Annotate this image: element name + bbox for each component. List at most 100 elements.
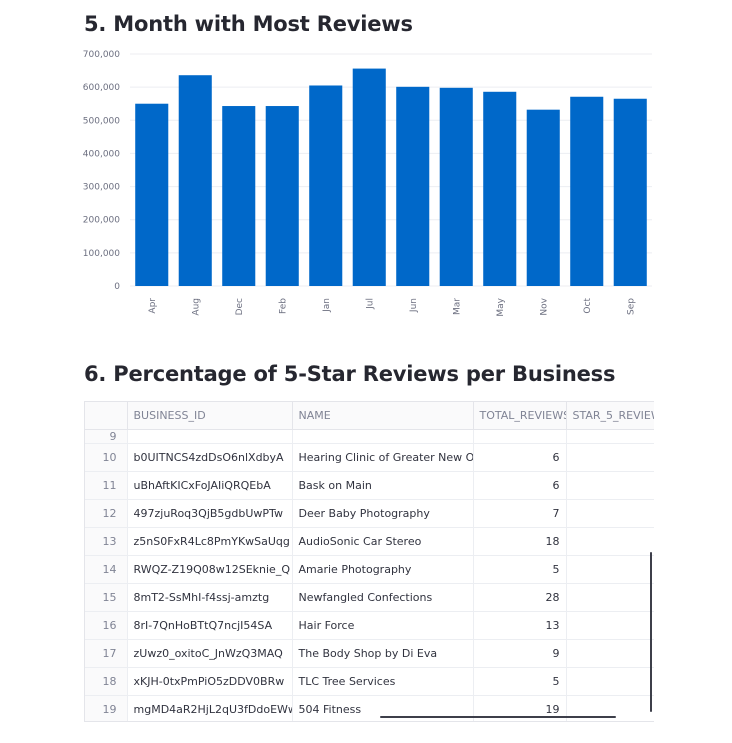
cell-name[interactable]: Hair Force	[292, 611, 474, 640]
bar[interactable]	[309, 85, 343, 286]
cell-star5-reviews[interactable]: 19	[566, 695, 654, 721]
bar[interactable]	[613, 98, 647, 286]
cell-total-reviews[interactable]: 6	[473, 471, 567, 500]
column-header-star5-reviews[interactable]: STAR_5_REVIEWS	[566, 402, 654, 430]
cell-star5-reviews[interactable]	[566, 429, 654, 444]
table-title: 6. Percentage of 5-Star Reviews per Busi…	[84, 362, 616, 386]
table-row[interactable]: 14 RWQZ-Z19Q08w12SEknie_Q Amarie Photograp…	[85, 555, 654, 584]
cell-business-id[interactable]: uBhAftKICxFoJAIiQRQEbA	[127, 471, 293, 500]
table-row[interactable]: 10 b0UITNCS4zdDsO6nlXdbyA Hearing Clinic o…	[85, 443, 654, 472]
cell-name[interactable]: Deer Baby Photography	[292, 499, 474, 528]
table-row[interactable]: 18 xKJH-0txPmPiO5zDDV0BRw TLC Tree Service…	[85, 667, 654, 696]
y-tick-label: 500,000	[83, 116, 120, 126]
cell-total-reviews[interactable]: 19	[473, 695, 567, 721]
five-star-dataframe[interactable]: BUSINESS_ID NAME TOTAL_REVIEWS STAR_5_RE…	[84, 401, 654, 722]
bar[interactable]	[570, 96, 604, 286]
row-index: 13	[85, 527, 128, 556]
row-index: 15	[85, 583, 128, 612]
cell-business-id[interactable]: RWQZ-Z19Q08w12SEknie_Q	[127, 555, 293, 584]
cell-star5-reviews[interactable]: 5	[566, 555, 654, 584]
x-tick-label: Jun	[409, 298, 419, 313]
x-tick-label: Sep	[626, 298, 636, 315]
cell-total-reviews[interactable]	[473, 429, 567, 444]
table-row[interactable]: 12 497zjuRoq3QjB5gdbUwPTw Deer Baby Photog…	[85, 499, 654, 528]
cell-star5-reviews[interactable]: 18	[566, 527, 654, 556]
cell-name[interactable]: Newfangled Confections	[292, 583, 474, 612]
cell-star5-reviews[interactable]: 7	[566, 499, 654, 528]
cell-star5-reviews[interactable]: 6	[566, 443, 654, 472]
cell-business-id[interactable]: 8mT2-SsMhI-f4ssj-amztg	[127, 583, 293, 612]
cell-name[interactable]: TLC Tree Services	[292, 667, 474, 696]
table-row[interactable]: 17 zUwz0_oxitoC_JnWzQ3MAQ The Body Shop by…	[85, 639, 654, 668]
bar[interactable]	[396, 86, 430, 286]
cell-name[interactable]: 504 Fitness	[292, 695, 474, 721]
cell-total-reviews[interactable]: 7	[473, 499, 567, 528]
cell-name[interactable]: Amarie Photography	[292, 555, 474, 584]
bar[interactable]	[352, 68, 386, 286]
bar[interactable]	[178, 75, 212, 286]
y-tick-label: 0	[114, 282, 120, 292]
cell-star5-reviews[interactable]: 6	[566, 471, 654, 500]
x-tick-label: Apr	[148, 298, 158, 314]
cell-name[interactable]: The Body Shop by Di Eva	[292, 639, 474, 668]
table-row-partial[interactable]: 9	[85, 429, 654, 444]
cell-star5-reviews[interactable]: 28	[566, 583, 654, 612]
cell-total-reviews[interactable]: 6	[473, 443, 567, 472]
x-tick-label: Aug	[191, 298, 201, 316]
bar[interactable]	[483, 91, 517, 286]
table-row[interactable]: 13 z5nS0FxR4Lc8PmYKwSaUqg AudioSonic Car S…	[85, 527, 654, 556]
table-header-row: BUSINESS_ID NAME TOTAL_REVIEWS STAR_5_RE…	[85, 402, 654, 430]
y-tick-label: 700,000	[83, 50, 120, 60]
y-tick-label: 600,000	[83, 83, 120, 93]
cell-name[interactable]	[292, 429, 474, 444]
column-header-name[interactable]: NAME	[292, 402, 474, 430]
column-header-total-reviews[interactable]: TOTAL_REVIEWS	[473, 402, 567, 430]
cell-business-id[interactable]: xKJH-0txPmPiO5zDDV0BRw	[127, 667, 293, 696]
month-reviews-chart[interactable]: 0 100,000 200,000 300,000 400,000 500,000 600,…	[80, 44, 660, 334]
cell-total-reviews[interactable]: 5	[473, 667, 567, 696]
x-tick-label: Oct	[583, 298, 593, 314]
column-header-index[interactable]	[85, 402, 128, 430]
cell-star5-reviews[interactable]: 5	[566, 667, 654, 696]
row-index: 9	[85, 429, 128, 444]
bar[interactable]	[222, 106, 256, 286]
row-index: 11	[85, 471, 128, 500]
x-tick-label: Dec	[235, 298, 245, 315]
column-header-business-id[interactable]: BUSINESS_ID	[127, 402, 293, 430]
cell-business-id[interactable]: b0UITNCS4zdDsO6nlXdbyA	[127, 443, 293, 472]
cell-total-reviews[interactable]: 5	[473, 555, 567, 584]
chart-title: 5. Month with Most Reviews	[84, 12, 413, 36]
row-index: 10	[85, 443, 128, 472]
bar[interactable]	[439, 87, 473, 286]
cell-total-reviews[interactable]: 9	[473, 639, 567, 668]
cell-total-reviews[interactable]: 18	[473, 527, 567, 556]
bar[interactable]	[135, 103, 169, 286]
bar[interactable]	[526, 109, 560, 287]
cell-business-id[interactable]	[127, 429, 293, 444]
cell-name[interactable]: AudioSonic Car Stereo	[292, 527, 474, 556]
cell-business-id[interactable]: zUwz0_oxitoC_JnWzQ3MAQ	[127, 639, 293, 668]
horizontal-scrollbar[interactable]	[380, 716, 616, 718]
table-row[interactable]: 15 8mT2-SsMhI-f4ssj-amztg Newfangled Confe…	[85, 583, 654, 612]
y-tick-label: 100,000	[83, 249, 120, 259]
cell-business-id[interactable]: 8rI-7QnHoBTtQ7ncjI54SA	[127, 611, 293, 640]
row-index: 19	[85, 695, 128, 721]
cell-star5-reviews[interactable]: 13	[566, 611, 654, 640]
x-tick-label: Nov	[539, 297, 549, 315]
vertical-scrollbar[interactable]	[650, 552, 652, 712]
bar-chart-svg: 0 100,000 200,000 300,000 400,000 500,000 600,…	[83, 50, 652, 317]
cell-business-id[interactable]: z5nS0FxR4Lc8PmYKwSaUqg	[127, 527, 293, 556]
cell-total-reviews[interactable]: 13	[473, 611, 567, 640]
bar[interactable]	[265, 106, 299, 286]
row-index: 18	[85, 667, 128, 696]
cell-business-id[interactable]: mgMD4aR2HjL2qU3fDdoEWw	[127, 695, 293, 721]
cell-name[interactable]: Bask on Main	[292, 471, 474, 500]
cell-business-id[interactable]: 497zjuRoq3QjB5gdbUwPTw	[127, 499, 293, 528]
x-tick-label: Jan	[322, 298, 332, 313]
cell-total-reviews[interactable]: 28	[473, 583, 567, 612]
cell-star5-reviews[interactable]: 9	[566, 639, 654, 668]
cell-name[interactable]: Hearing Clinic of Greater New Orleans	[292, 443, 474, 472]
